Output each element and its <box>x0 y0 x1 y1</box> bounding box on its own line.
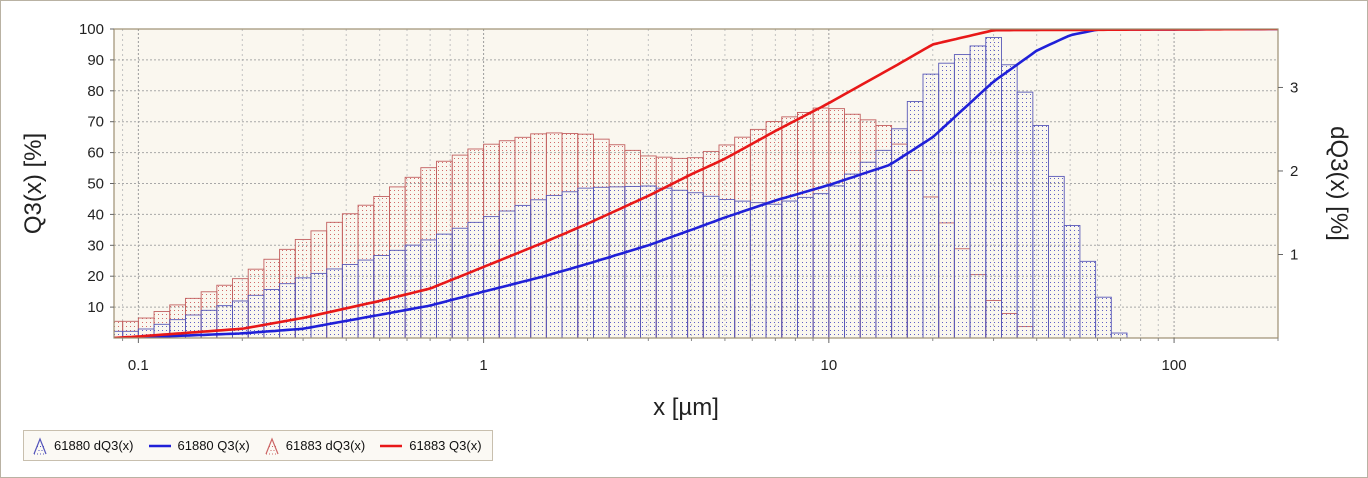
histogram-61880 <box>114 36 1128 338</box>
histogram-bar <box>1032 125 1049 338</box>
histogram-bar <box>545 194 563 338</box>
legend-label: 61883 dQ3(x) <box>285 438 366 453</box>
y-right-tick-label: 3 <box>1290 79 1298 96</box>
legend-item: 61880 dQ3(x) <box>32 436 134 455</box>
y-right-tick-label: 2 <box>1290 163 1298 180</box>
histogram-bar <box>655 187 673 338</box>
y-left-tick-label: 20 <box>87 268 104 285</box>
histogram-bar <box>1048 175 1065 338</box>
line-swatch-icon <box>148 444 171 447</box>
histogram-bar <box>1079 260 1097 338</box>
y-left-tick-label: 50 <box>87 176 104 193</box>
x-axis-title: x [µm] <box>653 394 719 421</box>
histogram-bar <box>561 191 579 338</box>
histogram-bar <box>1095 296 1112 338</box>
legend-label: 61883 Q3(x) <box>409 438 482 453</box>
histogram-bar <box>341 264 359 338</box>
x-tick-label: 0.1 <box>128 357 149 374</box>
histogram-bar <box>702 195 720 338</box>
histogram-bar <box>326 268 343 338</box>
histogram-bar <box>671 189 689 338</box>
histogram-bar <box>1110 332 1128 338</box>
histogram-bar <box>875 149 893 338</box>
legend: 61880 dQ3(x) 61880 Q3(x) 61883 dQ3(x) 61883… <box>23 430 493 461</box>
histogram-bar <box>797 196 814 338</box>
histogram-swatch-icon <box>265 436 279 454</box>
histogram-bar <box>844 173 861 338</box>
y-axis-left-title: Q3(x) [%] <box>20 133 47 234</box>
histogram-bar <box>718 199 736 338</box>
histogram-bar <box>640 185 657 338</box>
histogram-bar <box>749 202 767 338</box>
x-tick-label: 10 <box>820 357 837 374</box>
y-left-tick-label: 30 <box>87 237 104 254</box>
x-tick-label: 1 <box>479 357 487 374</box>
y-right-tick-label: 1 <box>1290 246 1298 263</box>
histogram-bar <box>498 210 516 338</box>
y-left-tick-label: 80 <box>87 83 104 100</box>
legend-item: 61880 Q3(x) <box>148 438 250 453</box>
x-tick-label: 100 <box>1162 357 1187 374</box>
y-left-tick-label: 70 <box>87 114 104 131</box>
legend-item: 61883 dQ3(x) <box>264 436 366 455</box>
line-swatch-icon <box>380 444 403 447</box>
histogram-bar <box>859 161 877 338</box>
histogram-swatch-icon <box>33 436 47 454</box>
histogram-bar <box>687 192 704 338</box>
histogram-bar <box>953 54 971 338</box>
histogram-bar <box>530 199 547 338</box>
histogram-bar <box>734 200 751 338</box>
histogram-bar <box>373 255 390 338</box>
y-left-tick-label: 10 <box>87 299 104 316</box>
histogram-bar <box>624 185 641 338</box>
histogram-bar <box>451 227 469 338</box>
histogram-bar <box>781 200 798 338</box>
y-axis-right-title: dQ3(x) [%] <box>1325 126 1352 241</box>
histogram-bar <box>357 259 375 338</box>
y-left-tick-label: 40 <box>87 206 104 223</box>
histogram-bar <box>514 204 532 338</box>
histogram-bar <box>310 272 328 338</box>
histogram-bar <box>1001 64 1018 338</box>
series-line-61883 <box>114 29 1278 338</box>
histogram-bar <box>467 221 485 338</box>
legend-label: 61880 Q3(x) <box>177 438 250 453</box>
histogram-bar <box>1016 91 1034 338</box>
y-left-tick-label: 100 <box>79 21 104 38</box>
histogram-bar <box>1063 225 1081 338</box>
y-left-tick-label: 60 <box>87 145 104 162</box>
histogram-bar <box>922 73 940 338</box>
series-line-61880 <box>114 29 1278 338</box>
histogram-bar <box>812 193 830 338</box>
histogram-bar <box>938 62 955 338</box>
histogram-bar <box>828 185 845 338</box>
histogram-bar <box>891 128 908 338</box>
legend-item: 61883 Q3(x) <box>379 438 482 453</box>
histogram-bar <box>483 216 500 338</box>
histogram-bar <box>906 101 924 338</box>
y-left-tick-label: 90 <box>87 52 104 69</box>
histogram-bar <box>765 203 783 338</box>
legend-label: 61880 dQ3(x) <box>54 438 134 453</box>
